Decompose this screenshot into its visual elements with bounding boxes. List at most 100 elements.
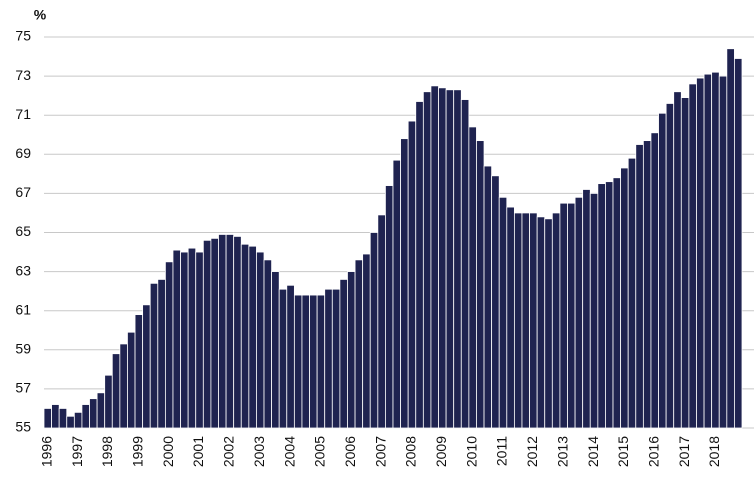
bar [635, 144, 644, 429]
bar [73, 411, 83, 429]
bar [271, 271, 280, 429]
bar [339, 279, 348, 429]
x-tick-label: 2010 [463, 436, 479, 467]
bar [347, 271, 356, 429]
bar [627, 157, 637, 429]
bar [157, 279, 166, 429]
bar [453, 89, 462, 429]
y-tick-label: 59 [15, 341, 31, 357]
x-tick-label: 2001 [190, 436, 206, 467]
y-tick-label: 71 [15, 106, 31, 122]
y-tick-label: 73 [15, 67, 31, 83]
bar [506, 206, 515, 429]
bar [513, 212, 523, 429]
bar [81, 404, 90, 429]
bar [127, 331, 136, 429]
bar [665, 103, 675, 429]
bar [187, 247, 197, 429]
x-tick-label: 2009 [433, 436, 449, 467]
bar [696, 77, 705, 429]
bar [369, 232, 379, 429]
bar [248, 245, 257, 429]
bar [89, 398, 98, 429]
bar [43, 408, 52, 429]
y-tick-label: 67 [15, 184, 31, 200]
y-tick-label: 55 [15, 419, 31, 435]
bar [256, 251, 265, 429]
bar [491, 175, 500, 429]
bar [104, 374, 113, 429]
bar [605, 181, 614, 429]
bar [96, 392, 106, 429]
bar [551, 212, 561, 429]
bar [180, 251, 189, 429]
bar [589, 192, 599, 429]
x-tick-label: 2003 [251, 436, 267, 467]
bar [521, 212, 530, 429]
bar [642, 140, 652, 429]
bar [202, 239, 212, 429]
bar [612, 177, 622, 429]
bar [331, 288, 341, 429]
bar [51, 404, 60, 429]
bar [210, 237, 219, 429]
bar [529, 212, 538, 429]
bar [544, 218, 553, 429]
bar [164, 261, 174, 429]
bar [142, 304, 151, 429]
bar [66, 415, 75, 429]
bar [377, 214, 386, 429]
x-tick-label: 2004 [281, 436, 297, 467]
bar [415, 101, 424, 429]
y-tick-label: 65 [15, 223, 31, 239]
bar [324, 288, 333, 429]
bar [567, 202, 576, 429]
x-tick-label: 2016 [645, 436, 661, 467]
bar [240, 243, 250, 429]
bar [688, 83, 697, 429]
bar [734, 58, 743, 429]
bar [111, 353, 121, 429]
x-tick-label: 1998 [99, 436, 115, 467]
bar [58, 408, 68, 429]
bar [673, 91, 682, 429]
bar [703, 73, 713, 429]
bar [445, 89, 455, 429]
bar [574, 196, 584, 429]
bar [597, 183, 606, 429]
y-tick-label: 75 [15, 28, 31, 44]
bar [650, 132, 659, 429]
bar [301, 294, 310, 429]
y-axis-label: % [34, 7, 47, 23]
bar [460, 99, 470, 429]
x-tick-label: 2017 [676, 436, 692, 467]
bar [278, 288, 288, 429]
x-tick-label: 2018 [706, 436, 722, 467]
bar [476, 140, 485, 429]
bar [263, 259, 273, 429]
x-tick-label: 2002 [221, 436, 237, 467]
x-tick-label: 2011 [494, 436, 510, 466]
bar [658, 112, 667, 429]
x-tick-label: 2012 [524, 436, 540, 467]
bar [498, 196, 508, 429]
x-tick-label: 2013 [554, 436, 570, 467]
bar [293, 294, 303, 429]
bar [483, 165, 493, 429]
x-tick-label: 2008 [403, 436, 419, 467]
x-tick-label: 1999 [130, 436, 146, 467]
x-tick-label: 1997 [69, 436, 85, 467]
bar [392, 159, 401, 429]
bar [286, 284, 295, 429]
y-tick-label: 57 [15, 380, 31, 396]
bar [225, 234, 235, 429]
bar [385, 185, 394, 429]
x-tick-label: 2006 [342, 436, 358, 467]
bar [726, 48, 735, 429]
x-tick-label: 2007 [372, 436, 388, 467]
bar [422, 91, 432, 429]
bar [172, 249, 181, 429]
bar [582, 189, 591, 429]
bar [362, 253, 371, 429]
bar [316, 294, 326, 429]
